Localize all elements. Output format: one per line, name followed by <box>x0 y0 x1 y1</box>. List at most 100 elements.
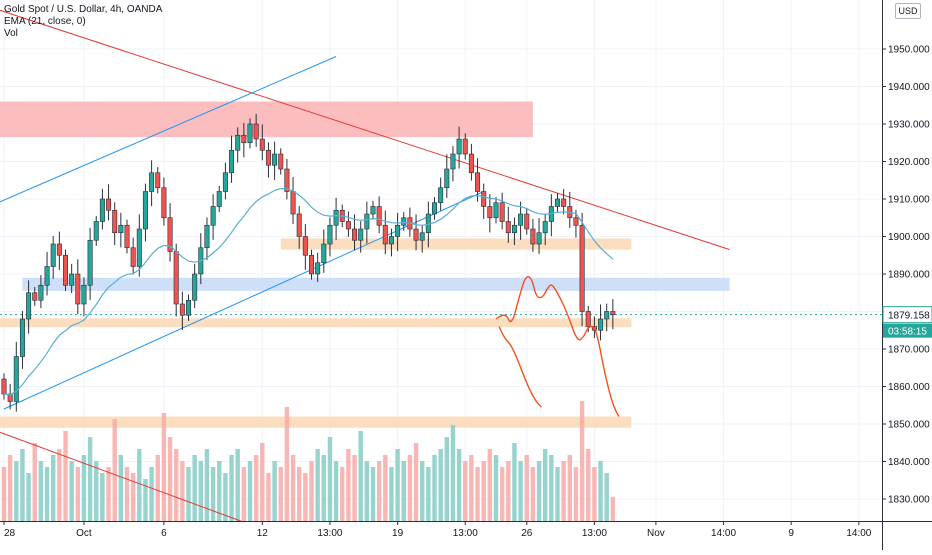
candle[interactable] <box>450 153 456 170</box>
candle[interactable] <box>235 134 241 151</box>
price-axis[interactable] <box>882 0 932 550</box>
candle[interactable] <box>13 356 19 402</box>
candle[interactable] <box>468 153 474 174</box>
candle[interactable] <box>401 217 407 226</box>
candle[interactable] <box>38 284 44 301</box>
channel-top-trendline[interactable] <box>0 56 337 203</box>
candle[interactable] <box>1 378 7 395</box>
candle[interactable] <box>253 123 259 140</box>
time-axis[interactable] <box>0 521 882 550</box>
support-zone[interactable] <box>0 416 632 428</box>
candle[interactable] <box>149 172 155 192</box>
candle[interactable] <box>395 224 401 237</box>
candle[interactable] <box>505 221 511 234</box>
candle[interactable] <box>352 228 358 241</box>
candle[interactable] <box>462 138 468 155</box>
candle[interactable] <box>579 224 585 312</box>
candle[interactable] <box>518 213 524 226</box>
candle[interactable] <box>106 198 112 211</box>
support-zone[interactable] <box>0 318 632 328</box>
candle[interactable] <box>499 202 505 222</box>
candle[interactable] <box>315 262 321 275</box>
candle[interactable] <box>370 206 376 215</box>
candle[interactable] <box>124 224 130 249</box>
candle[interactable] <box>259 138 265 151</box>
candle[interactable] <box>62 254 68 286</box>
candle[interactable] <box>50 243 56 267</box>
candle[interactable] <box>585 311 591 327</box>
candle[interactable] <box>419 232 425 241</box>
candle[interactable] <box>536 232 542 245</box>
candle[interactable] <box>278 153 284 170</box>
candle[interactable] <box>216 191 222 207</box>
candle[interactable] <box>204 224 210 249</box>
support-zone[interactable] <box>280 238 632 250</box>
candle[interactable] <box>222 172 228 192</box>
candle[interactable] <box>26 292 32 320</box>
candle[interactable] <box>284 168 290 192</box>
symbol-title[interactable]: Gold Spot / U.S. Dollar, 4h, OANDA <box>4 4 163 15</box>
candle[interactable] <box>192 273 198 301</box>
candle[interactable] <box>247 123 253 144</box>
candle[interactable] <box>475 172 481 192</box>
candle[interactable] <box>321 243 327 264</box>
forecast-path[interactable] <box>495 276 620 417</box>
candle[interactable] <box>118 224 124 234</box>
candle[interactable] <box>573 217 579 226</box>
resistance-zone[interactable] <box>0 101 533 138</box>
candle[interactable] <box>481 191 487 207</box>
candle[interactable] <box>229 149 235 174</box>
candle[interactable] <box>487 206 493 219</box>
volume-indicator-label[interactable]: Vol <box>4 28 18 39</box>
candle[interactable] <box>272 153 278 166</box>
candle[interactable] <box>167 217 173 252</box>
candle[interactable] <box>32 292 38 301</box>
candle[interactable] <box>413 228 419 241</box>
candle[interactable] <box>511 224 517 234</box>
candle[interactable] <box>345 221 351 230</box>
candle[interactable] <box>296 213 302 237</box>
candle[interactable] <box>155 172 161 189</box>
currency-button[interactable]: USD <box>895 3 921 19</box>
candle[interactable] <box>542 221 548 234</box>
ema-line[interactable] <box>3 187 614 396</box>
candle[interactable] <box>444 168 450 189</box>
candle[interactable] <box>554 198 560 207</box>
candle[interactable] <box>7 393 13 402</box>
candle[interactable] <box>438 187 444 204</box>
candle[interactable] <box>376 206 382 226</box>
candle[interactable] <box>308 254 314 275</box>
candle[interactable] <box>493 202 499 219</box>
candle[interactable] <box>456 138 462 155</box>
candle[interactable] <box>561 198 567 207</box>
candle[interactable] <box>130 247 136 267</box>
candle[interactable] <box>364 213 370 230</box>
candle[interactable] <box>431 202 437 215</box>
candle[interactable] <box>598 318 604 331</box>
candle[interactable] <box>87 239 93 286</box>
candle[interactable] <box>530 228 536 245</box>
candle[interactable] <box>99 198 105 222</box>
candle[interactable] <box>173 251 179 305</box>
candle[interactable] <box>44 266 50 286</box>
candle[interactable] <box>302 236 308 256</box>
candle[interactable] <box>327 224 333 245</box>
candle[interactable] <box>388 236 394 245</box>
descending-trendline[interactable] <box>0 9 730 251</box>
candle[interactable] <box>524 213 530 230</box>
candle[interactable] <box>56 243 62 256</box>
candle[interactable] <box>358 228 364 241</box>
candle[interactable] <box>382 224 388 245</box>
candle[interactable] <box>161 187 167 219</box>
candle[interactable] <box>210 206 216 226</box>
ema-indicator-label[interactable]: EMA (21, close, 0) <box>4 16 86 27</box>
candle[interactable] <box>112 209 118 234</box>
candle[interactable] <box>81 284 87 305</box>
candle[interactable] <box>265 149 271 166</box>
candle[interactable] <box>604 311 610 320</box>
candle[interactable] <box>19 318 25 357</box>
candle[interactable] <box>93 221 99 241</box>
forecast-path[interactable] <box>498 326 543 408</box>
candle[interactable] <box>136 228 142 267</box>
